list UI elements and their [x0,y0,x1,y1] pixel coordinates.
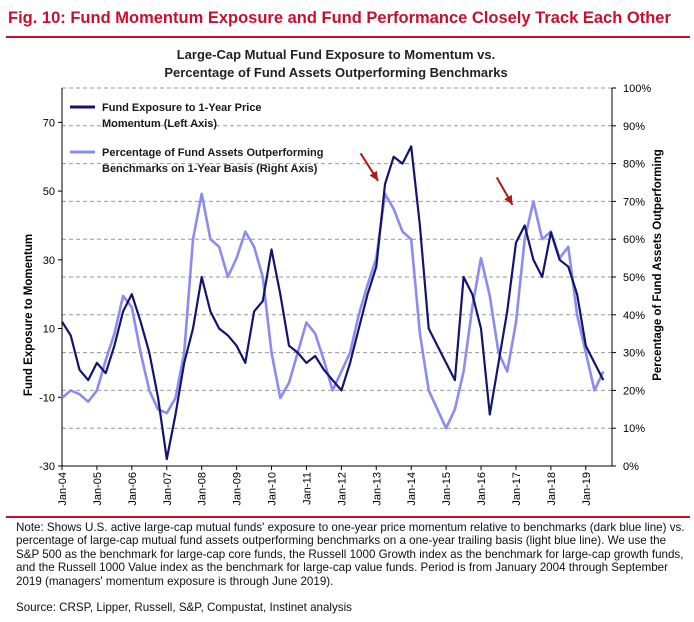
x-tick-label-11: Jan-15 [441,472,453,506]
x-tick-label-13: Jan-17 [511,472,523,506]
y-left-tick-label-3: 30 [43,255,55,267]
legend: Fund Exposure to 1-Year Price Momentum (… [70,102,323,175]
y-left-tick-label-5: 70 [43,117,55,129]
x-tick-label-3: Jan-07 [162,472,174,506]
y-right-tick-label-3: 30% [623,348,645,360]
legend-label-outperforming-1: Percentage of Fund Assets Outperforming [102,147,323,159]
chart-title-line1: Large-Cap Mutual Fund Exposure to Moment… [177,47,496,62]
chart-note: Note: Shows U.S. active large-cap mutual… [16,521,685,588]
bottom-rule [6,516,690,518]
x-tick-label-12: Jan-16 [476,472,488,506]
x-tick-label-0: Jan-04 [57,472,69,506]
x-tick-label-4: Jan-08 [197,472,209,506]
gridlines [62,87,612,429]
y-left-tick-label-1: -10 [39,392,55,404]
y-axis-left-label: Fund Exposure to Momentum [23,234,35,396]
y-left-tick-label-4: 50 [43,186,55,198]
axes [58,87,616,470]
x-tick-label-5: Jan-09 [232,472,244,506]
y-right-tick-label-8: 80% [623,159,645,171]
series-lines [61,145,605,461]
chart: Large-Cap Mutual Fund Exposure to Moment… [23,47,664,506]
y-axis-right-label: Percentage of Fund Assets Outperforming [652,149,664,381]
x-tick-label-9: Jan-13 [371,472,383,506]
y-right-tick-label-10: 100% [623,83,651,95]
x-tick-label-10: Jan-14 [406,472,418,506]
y-right-tick-label-6: 60% [623,234,645,246]
tick-labels: -30 -10 10 30 50 70 0% 10% 20% 30% 40% 50% 60% 70% 80%… [39,83,651,506]
chart-source: Source: CRSP, Lipper, Russell, S&P, Comp… [16,601,352,614]
y-right-tick-label-1: 10% [623,423,645,435]
y-left-tick-label-2: 10 [43,324,55,336]
y-right-tick-label-9: 90% [623,121,645,133]
x-tick-label-7: Jan-11 [301,472,313,505]
x-tick-label-6: Jan-10 [267,472,279,506]
y-right-tick-label-2: 20% [623,385,645,397]
legend-label-outperforming-2: Benchmarks on 1-Year Basis (Right Axis) [102,163,318,175]
chart-title-line2: Percentage of Fund Assets Outperforming … [164,65,507,80]
figure-title: Fig. 10: Fund Momentum Exposure and Fund… [8,9,671,27]
arrow-head-0 [369,170,379,181]
arrow-head-1 [504,194,513,205]
y-right-tick-label-5: 50% [623,272,645,284]
annotation-arrows [359,152,514,206]
series-line-outperforming [61,192,605,430]
legend-label-momentum-2: Momentum (Left Axis) [102,118,217,130]
title-rule [6,36,690,38]
legend-label-momentum-1: Fund Exposure to 1-Year Price [102,102,262,114]
y-right-tick-label-0: 0% [623,461,639,473]
x-tick-label-8: Jan-12 [336,472,348,506]
x-tick-label-14: Jan-18 [546,472,558,506]
y-left-tick-label-0: -30 [39,461,55,473]
x-tick-label-2: Jan-06 [127,472,139,506]
x-tick-label-1: Jan-05 [92,472,104,506]
x-tick-label-15: Jan-19 [581,472,593,506]
y-right-tick-label-4: 40% [623,310,645,322]
y-right-tick-label-7: 70% [623,196,645,208]
series-line-momentum [61,145,605,461]
